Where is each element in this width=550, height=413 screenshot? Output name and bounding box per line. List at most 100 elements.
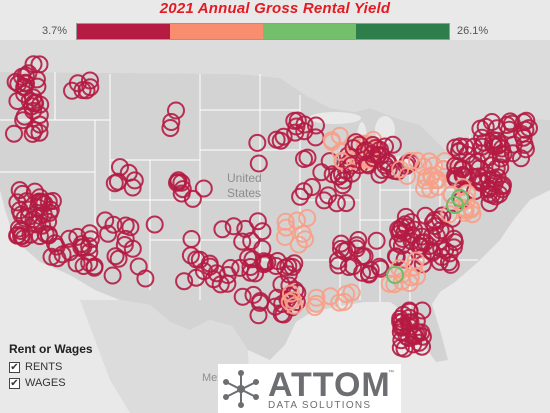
city-marker[interactable] [386,247,405,266]
city-marker[interactable] [291,187,310,206]
city-marker[interactable] [289,235,308,254]
city-marker[interactable] [332,239,350,258]
city-marker[interactable] [194,179,213,198]
city-marker[interactable] [480,194,499,213]
city-marker[interactable] [393,229,412,248]
city-marker[interactable] [446,138,465,157]
city-marker[interactable] [106,247,125,266]
city-marker[interactable] [116,216,135,235]
city-marker[interactable] [493,180,512,199]
city-marker[interactable] [30,55,49,74]
city-marker[interactable] [281,284,300,303]
city-marker[interactable] [200,257,219,276]
city-marker[interactable] [406,251,425,270]
city-marker[interactable] [367,231,386,250]
city-marker[interactable] [400,308,419,327]
city-marker[interactable] [63,81,81,100]
city-marker[interactable] [14,229,33,248]
city-marker[interactable] [476,117,495,136]
city-marker[interactable] [414,157,433,176]
city-marker[interactable] [293,224,312,243]
city-marker[interactable] [136,269,155,288]
city-marker[interactable] [446,196,464,214]
city-marker[interactable] [173,180,192,199]
city-marker[interactable] [503,144,522,163]
city-marker[interactable] [34,205,53,224]
city-marker[interactable] [187,250,206,269]
city-marker[interactable] [81,71,99,90]
city-marker[interactable] [16,73,35,92]
city-marker[interactable] [412,233,431,252]
city-marker[interactable] [5,124,23,143]
city-marker[interactable] [343,164,361,183]
city-marker[interactable] [298,148,317,167]
city-marker[interactable] [471,171,490,190]
city-marker[interactable] [342,156,361,175]
city-marker[interactable] [33,216,52,235]
city-marker[interactable] [15,209,34,228]
city-marker[interactable] [99,224,118,243]
city-marker[interactable] [344,139,363,158]
city-marker[interactable] [25,182,44,201]
city-marker[interactable] [224,217,243,236]
filter-option-wages[interactable]: ✔ WAGES [9,375,93,391]
city-marker[interactable] [9,219,28,238]
city-marker[interactable] [182,230,201,248]
city-marker[interactable] [169,171,188,190]
city-marker[interactable] [233,287,252,306]
city-marker[interactable] [366,139,385,157]
city-marker[interactable] [233,232,252,251]
city-marker[interactable] [39,192,58,211]
city-marker[interactable] [441,255,460,274]
city-marker[interactable] [244,285,263,304]
city-marker[interactable] [478,166,497,185]
city-marker[interactable] [379,160,398,179]
city-marker[interactable] [167,101,185,120]
city-marker[interactable] [276,212,295,231]
city-marker[interactable] [305,298,324,316]
city-marker[interactable] [392,236,411,255]
city-marker[interactable] [172,173,191,192]
city-marker[interactable] [236,219,255,238]
city-marker[interactable] [286,123,305,142]
city-marker[interactable] [96,211,115,230]
city-marker[interactable] [370,165,389,184]
city-marker[interactable] [501,112,520,131]
city-marker[interactable] [60,229,79,248]
city-marker[interactable] [211,275,230,294]
city-marker[interactable] [335,242,353,261]
city-marker[interactable] [285,111,304,130]
city-marker[interactable] [85,258,104,277]
city-marker[interactable] [277,218,296,237]
city-marker[interactable] [123,178,142,197]
city-marker[interactable] [328,251,347,270]
city-marker[interactable] [68,227,87,246]
city-marker[interactable] [482,113,501,131]
city-marker[interactable] [307,288,326,307]
city-marker[interactable] [60,243,79,262]
city-marker[interactable] [445,233,464,252]
city-marker[interactable] [213,220,232,239]
city-marker[interactable] [500,120,519,139]
city-marker[interactable] [442,185,461,204]
city-marker[interactable] [273,295,292,313]
city-marker[interactable] [391,309,410,328]
city-marker[interactable] [80,237,99,256]
city-marker[interactable] [315,191,334,210]
city-marker[interactable] [429,170,448,189]
city-marker[interactable] [514,113,533,132]
city-marker[interactable] [307,116,325,135]
city-marker[interactable] [23,124,42,143]
city-marker[interactable] [16,66,35,85]
city-marker[interactable] [349,231,368,249]
city-marker[interactable] [383,135,402,154]
city-marker[interactable] [333,165,351,184]
city-marker[interactable] [81,78,100,97]
city-marker[interactable] [355,247,374,266]
rents-checkbox[interactable]: ✔ [9,361,20,373]
city-marker[interactable] [104,215,123,234]
wages-checkbox[interactable]: ✔ [9,377,20,389]
rental-yield-markers[interactable] [5,55,538,358]
city-marker[interactable] [417,168,436,186]
